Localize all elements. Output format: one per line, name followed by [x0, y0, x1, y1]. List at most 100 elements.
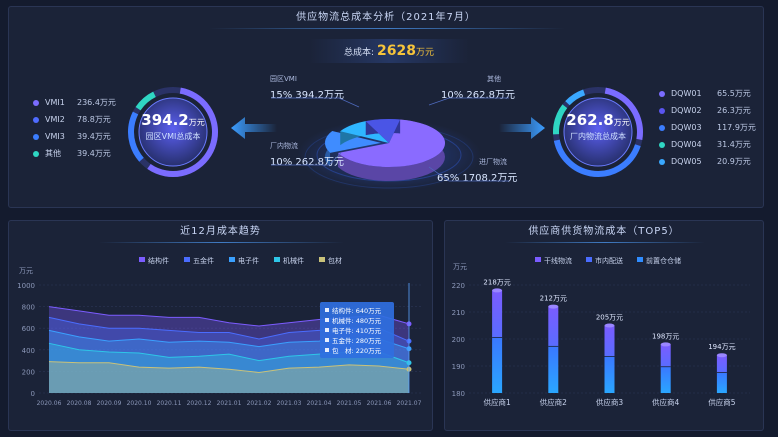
- trend-x-tick: 2020.11: [157, 400, 182, 407]
- trend-area-机械件: [49, 343, 409, 393]
- trend-x-tick: 2020.06: [37, 400, 62, 407]
- trend-area-电子件: [49, 330, 409, 393]
- bar-y-unit: 万元: [453, 263, 467, 271]
- bar-value-label: 198万元: [652, 332, 679, 340]
- vmi-legend: VMI1 236.4万元 VMI2 78.8万元 VMI3 39.4万元 其他 39.4万元: [33, 94, 143, 162]
- legend-dot: [659, 141, 665, 148]
- bar-category-label: 供应商1: [483, 397, 510, 407]
- vmi-legend-item: VMI1 236.4万元: [33, 94, 143, 111]
- bar-y-tick: 190: [452, 363, 465, 371]
- title-underline: [99, 242, 344, 243]
- bar-cap: [492, 288, 503, 293]
- trend-x-tick: 2020.10: [127, 400, 152, 407]
- plant-ring-label: 262.8万元 厂内物流总成本: [551, 111, 645, 142]
- dqw-legend-item: DQW03 117.9万元: [659, 119, 759, 136]
- supplier-panel: 供应商供货物流成本（TOP5） 干线物流 市内配送 前置仓仓储 万元 180 190 200…: [444, 220, 764, 431]
- legend-dot: [659, 107, 665, 114]
- arrow-right-icon: [499, 117, 545, 139]
- total-unit: 万元: [415, 48, 434, 58]
- bar-category-label: 供应商2: [540, 397, 567, 407]
- trend-x-tick: 2021.06: [367, 400, 392, 407]
- trend-legend-机械件: 机械件: [283, 256, 304, 265]
- tooltip-row: 包 材: 220万元: [332, 346, 382, 355]
- legend-name: 其他: [45, 149, 61, 158]
- legend-name: DQW01: [671, 89, 702, 98]
- bar-value-label: 218万元: [483, 278, 510, 286]
- bar-y-tick: 220: [452, 282, 465, 290]
- pie-label-value: 10% 262.8万元: [441, 90, 516, 101]
- legend-name: VMI3: [45, 132, 65, 141]
- trend-x-tick: 2021.03: [277, 400, 302, 407]
- bar-cap: [548, 304, 559, 309]
- legend-dot: [33, 116, 39, 123]
- pie-label-value: 10% 262.8万元: [270, 157, 345, 168]
- total-value: 2628: [376, 43, 416, 59]
- tooltip-row: 五金件: 280万元: [332, 336, 382, 345]
- bar-cap: [604, 323, 615, 328]
- bar-y-tick: 210: [452, 309, 465, 317]
- pie-label-name: 其他: [487, 75, 501, 83]
- pie-label-name: 厂内物流: [270, 142, 298, 150]
- bar-供应商3: [604, 325, 615, 393]
- dqw-legend-item: DQW05 20.9万元: [659, 153, 759, 170]
- trend-x-tick: 2020.09: [97, 400, 122, 407]
- trend-panel: 近12月成本趋势 结构件 五金件 电子件 机械件 包材 万元 0 200 400 600 800 10…: [8, 220, 433, 431]
- bar-cap: [716, 353, 727, 358]
- legend-name: DQW04: [671, 140, 702, 149]
- bar-供应商4: [660, 344, 671, 393]
- plant-ring-unit: 万元: [613, 118, 630, 127]
- title-underline: [209, 28, 565, 29]
- trend-legend-swatch: [229, 257, 235, 262]
- trend-x-tick: 2021.05: [337, 400, 362, 407]
- vmi-ring-unit: 万元: [188, 118, 205, 127]
- trend-y-tick: 1000: [17, 282, 35, 290]
- trend-y-unit: 万元: [19, 267, 33, 275]
- trend-legend-包材: 包材: [328, 256, 342, 265]
- trend-x-tick: 2020.08: [67, 400, 92, 407]
- legend-dot: [33, 99, 39, 106]
- bar-供应商2: [548, 306, 559, 393]
- ring-arc: [128, 87, 218, 177]
- pie-label-value: 65% 1708.2万元: [437, 173, 518, 184]
- arrow-left-icon: [231, 117, 277, 139]
- bar-y-tick: 200: [452, 336, 465, 344]
- plant-ring-caption: 厂内物流总成本: [570, 132, 626, 141]
- bar-category-label: 供应商4: [652, 397, 679, 407]
- legend-name: VMI2: [45, 115, 65, 124]
- trend-x-tick: 2021.07: [397, 400, 422, 407]
- trend-title: 近12月成本趋势: [180, 226, 261, 237]
- legend-dot: [659, 124, 665, 131]
- trend-x-tick: 2021.01: [217, 400, 242, 407]
- trend-x-tick: 2021.04: [307, 400, 332, 407]
- bar-供应商5: [716, 355, 727, 393]
- legend-name: DQW02: [671, 106, 702, 115]
- legend-value: 65.5万元: [717, 89, 751, 98]
- ring-arc: [128, 87, 218, 177]
- vmi-legend-item: VMI3 39.4万元: [33, 128, 143, 145]
- tooltip-swatch: [325, 318, 329, 322]
- legend-value: 31.4万元: [717, 140, 751, 149]
- trend-legend-swatch: [274, 257, 280, 262]
- bar-value-label: 205万元: [596, 314, 623, 322]
- bar-y-tick: 180: [452, 390, 465, 398]
- bar-legend-swatch: [637, 257, 643, 262]
- vmi-ring-chart: [128, 87, 218, 177]
- total-label: 总成本:: [344, 48, 375, 58]
- trend-x-tick: 2021.02: [247, 400, 272, 407]
- dqw-legend-item: DQW04 31.4万元: [659, 136, 759, 153]
- legend-value: 236.4万元: [77, 98, 116, 107]
- trend-y-tick: 400: [22, 347, 35, 355]
- pie-slice-园区VMI: [325, 131, 382, 153]
- trend-area-五金件: [49, 317, 409, 393]
- tooltip-swatch: [325, 308, 329, 312]
- dqw-legend: DQW01 65.5万元 DQW02 26.3万元 DQW03 117.9万元 DQW04 3…: [659, 85, 759, 170]
- pie-label-name: 进厂物流: [479, 158, 507, 166]
- trend-legend-五金件: 五金件: [193, 256, 214, 265]
- ring-arc: [553, 87, 643, 177]
- bar-cap: [660, 342, 671, 347]
- pie-leader-lines: [271, 97, 509, 182]
- pie-slice-厂内物流: [340, 121, 389, 143]
- legend-dot: [659, 90, 665, 97]
